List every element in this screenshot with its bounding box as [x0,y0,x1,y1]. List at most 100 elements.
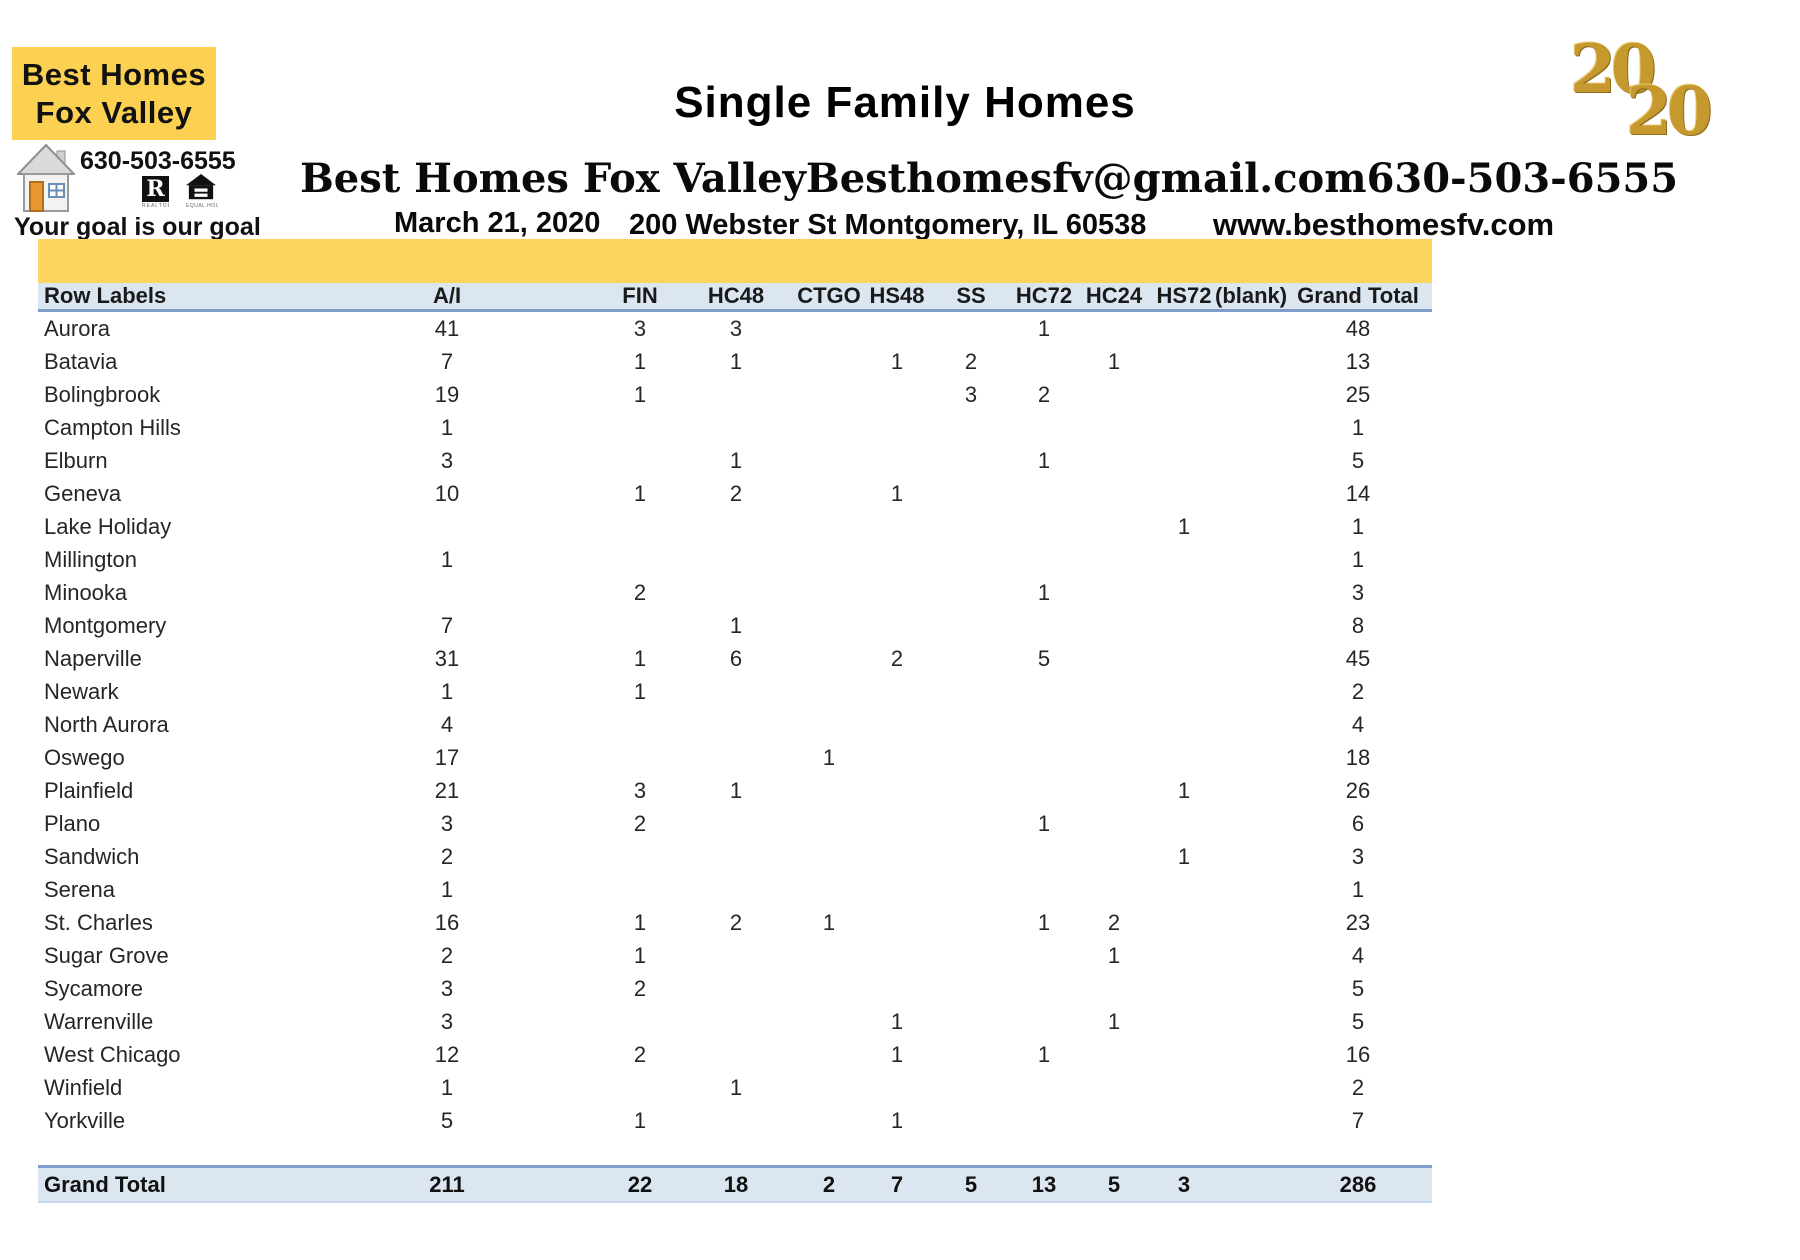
cell-value: 7 [440,613,454,638]
row-label: North Aurora [44,712,169,737]
cell-value: 1 [729,1075,743,1100]
table-row: Winfield 1 1 2 [38,1071,1432,1104]
cell-value: 2 [964,349,978,374]
table-row: Elburn 3 1 1 5 [38,444,1432,477]
realtor-icon-label: REALTOR [142,203,169,209]
brand-line1: Best Homes [21,56,207,92]
table-row: West Chicago 12 2 1 1 16 [38,1038,1432,1071]
cell-value: 2 [633,1042,647,1067]
cell-value: 286 [1339,1172,1377,1197]
table-rows: Aurora 41 3 3 1 48 Batavia 7 1 1 1 2 1 13 Bolingbrook 1… [38,312,1432,1137]
cell-value: 18 [1345,745,1371,770]
table-row: Montgomery 7 1 8 [38,609,1432,642]
row-label: Bolingbrook [44,382,161,407]
cell-value: 1 [1107,943,1121,968]
cell-value: 2 [633,811,647,836]
cell-value: 1 [890,481,904,506]
cell-value: 2 [633,976,647,1001]
row-label: Lake Holiday [44,514,172,539]
row-label: Oswego [44,745,125,770]
cell-value: 1 [440,415,454,440]
cell-value: 2 [440,943,454,968]
table-row: Yorkville 5 1 1 7 [38,1104,1432,1137]
row-label: Campton Hills [44,415,181,440]
row-label: Montgomery [44,613,167,638]
row-label: West Chicago [44,1042,181,1067]
cell-value: 5 [1037,646,1051,671]
row-label: Warrenville [44,1009,154,1034]
cell-value: 2 [1107,910,1121,935]
table-row: Oswego 17 1 18 [38,741,1432,774]
brand-tagline: Your goal is our goal [14,213,261,241]
row-label: Naperville [44,646,142,671]
cell-value: 3 [440,976,454,1001]
house-icon [15,143,77,220]
cell-value: 4 [440,712,454,737]
cell-value: 1 [1177,844,1191,869]
cell-value: 1 [1107,1009,1121,1034]
cell-value: 3 [440,1009,454,1034]
table-row: Naperville 31 1 6 2 5 45 [38,642,1432,675]
table-row: Geneva 10 1 2 1 14 [38,477,1432,510]
cell-value: 1 [440,877,454,902]
cell-value: 5 [1351,448,1365,473]
cell-value: 26 [1345,778,1371,803]
col-header-fin: FIN [622,283,658,308]
cell-value: 21 [434,778,460,803]
cell-value: 211 [429,1172,465,1197]
table-row: Aurora 41 3 3 1 48 [38,312,1432,345]
row-label: Millington [44,547,137,572]
cell-value: 1 [1037,910,1051,935]
cell-value: 22 [627,1172,653,1197]
cell-value: 3 [1177,1172,1191,1197]
table-row: North Aurora 4 4 [38,708,1432,741]
cell-value: 16 [434,910,460,935]
cell-value: 1 [633,481,647,506]
cell-value: 3 [1351,580,1365,605]
cell-value: 1 [633,910,647,935]
col-header-ctgo: CTGO [797,283,861,308]
cell-value: 1 [633,1108,647,1133]
row-label: Newark [44,679,119,704]
cell-value: 1 [440,547,454,572]
brand-line2: Fox Valley [35,94,193,130]
cell-value: 10 [434,481,460,506]
cell-value: 1 [890,349,904,374]
cell-value: 1 [729,448,743,473]
cell-value: 1 [633,679,647,704]
table-row: Plainfield 21 3 1 1 26 [38,774,1432,807]
cell-value: 3 [964,382,978,407]
row-label: Plano [44,811,101,836]
cell-value: 23 [1345,910,1371,935]
table-row: Campton Hills 1 1 [38,411,1432,444]
cell-value: 3 [633,778,647,803]
cell-value: 16 [1345,1042,1371,1067]
row-label: Sugar Grove [44,943,169,968]
cell-value: 19 [434,382,460,407]
row-label: Aurora [44,316,111,341]
equal-housing-icon [186,174,216,207]
cell-value: 1 [440,1075,454,1100]
cell-value: 1 [633,646,647,671]
cell-value: 5 [1351,976,1365,1001]
equal-housing-icon-label: EQUAL HOUSING [186,203,218,209]
company-line: Best Homes Fox Valley Besthomesfv@gmail.… [300,155,1678,202]
cell-value: 1 [1107,349,1121,374]
table-row: Warrenville 3 1 1 5 [38,1005,1432,1038]
col-header-hs72: HS72 [1156,283,1212,308]
pivot-table: Row Labels A/I FIN HC48 CTGO HS48 SS HC7… [38,239,1432,1224]
cell-value: 2 [633,580,647,605]
cell-value: 2 [822,1172,836,1197]
table-row: Sycamore 3 2 5 [38,972,1432,1005]
cell-value: 3 [1351,844,1365,869]
cell-value: 6 [1351,811,1365,836]
col-header-ai: A/I [432,283,462,308]
cell-value: 25 [1345,382,1371,407]
company-phone: 630-503-6555 [1366,155,1679,202]
table-row: Minooka 2 1 3 [38,576,1432,609]
brand-phone-number: 630-503-6555 [80,147,236,175]
yellow-band [38,239,1432,283]
cell-value: 13 [1345,349,1371,374]
cell-value: 5 [1351,1009,1365,1034]
